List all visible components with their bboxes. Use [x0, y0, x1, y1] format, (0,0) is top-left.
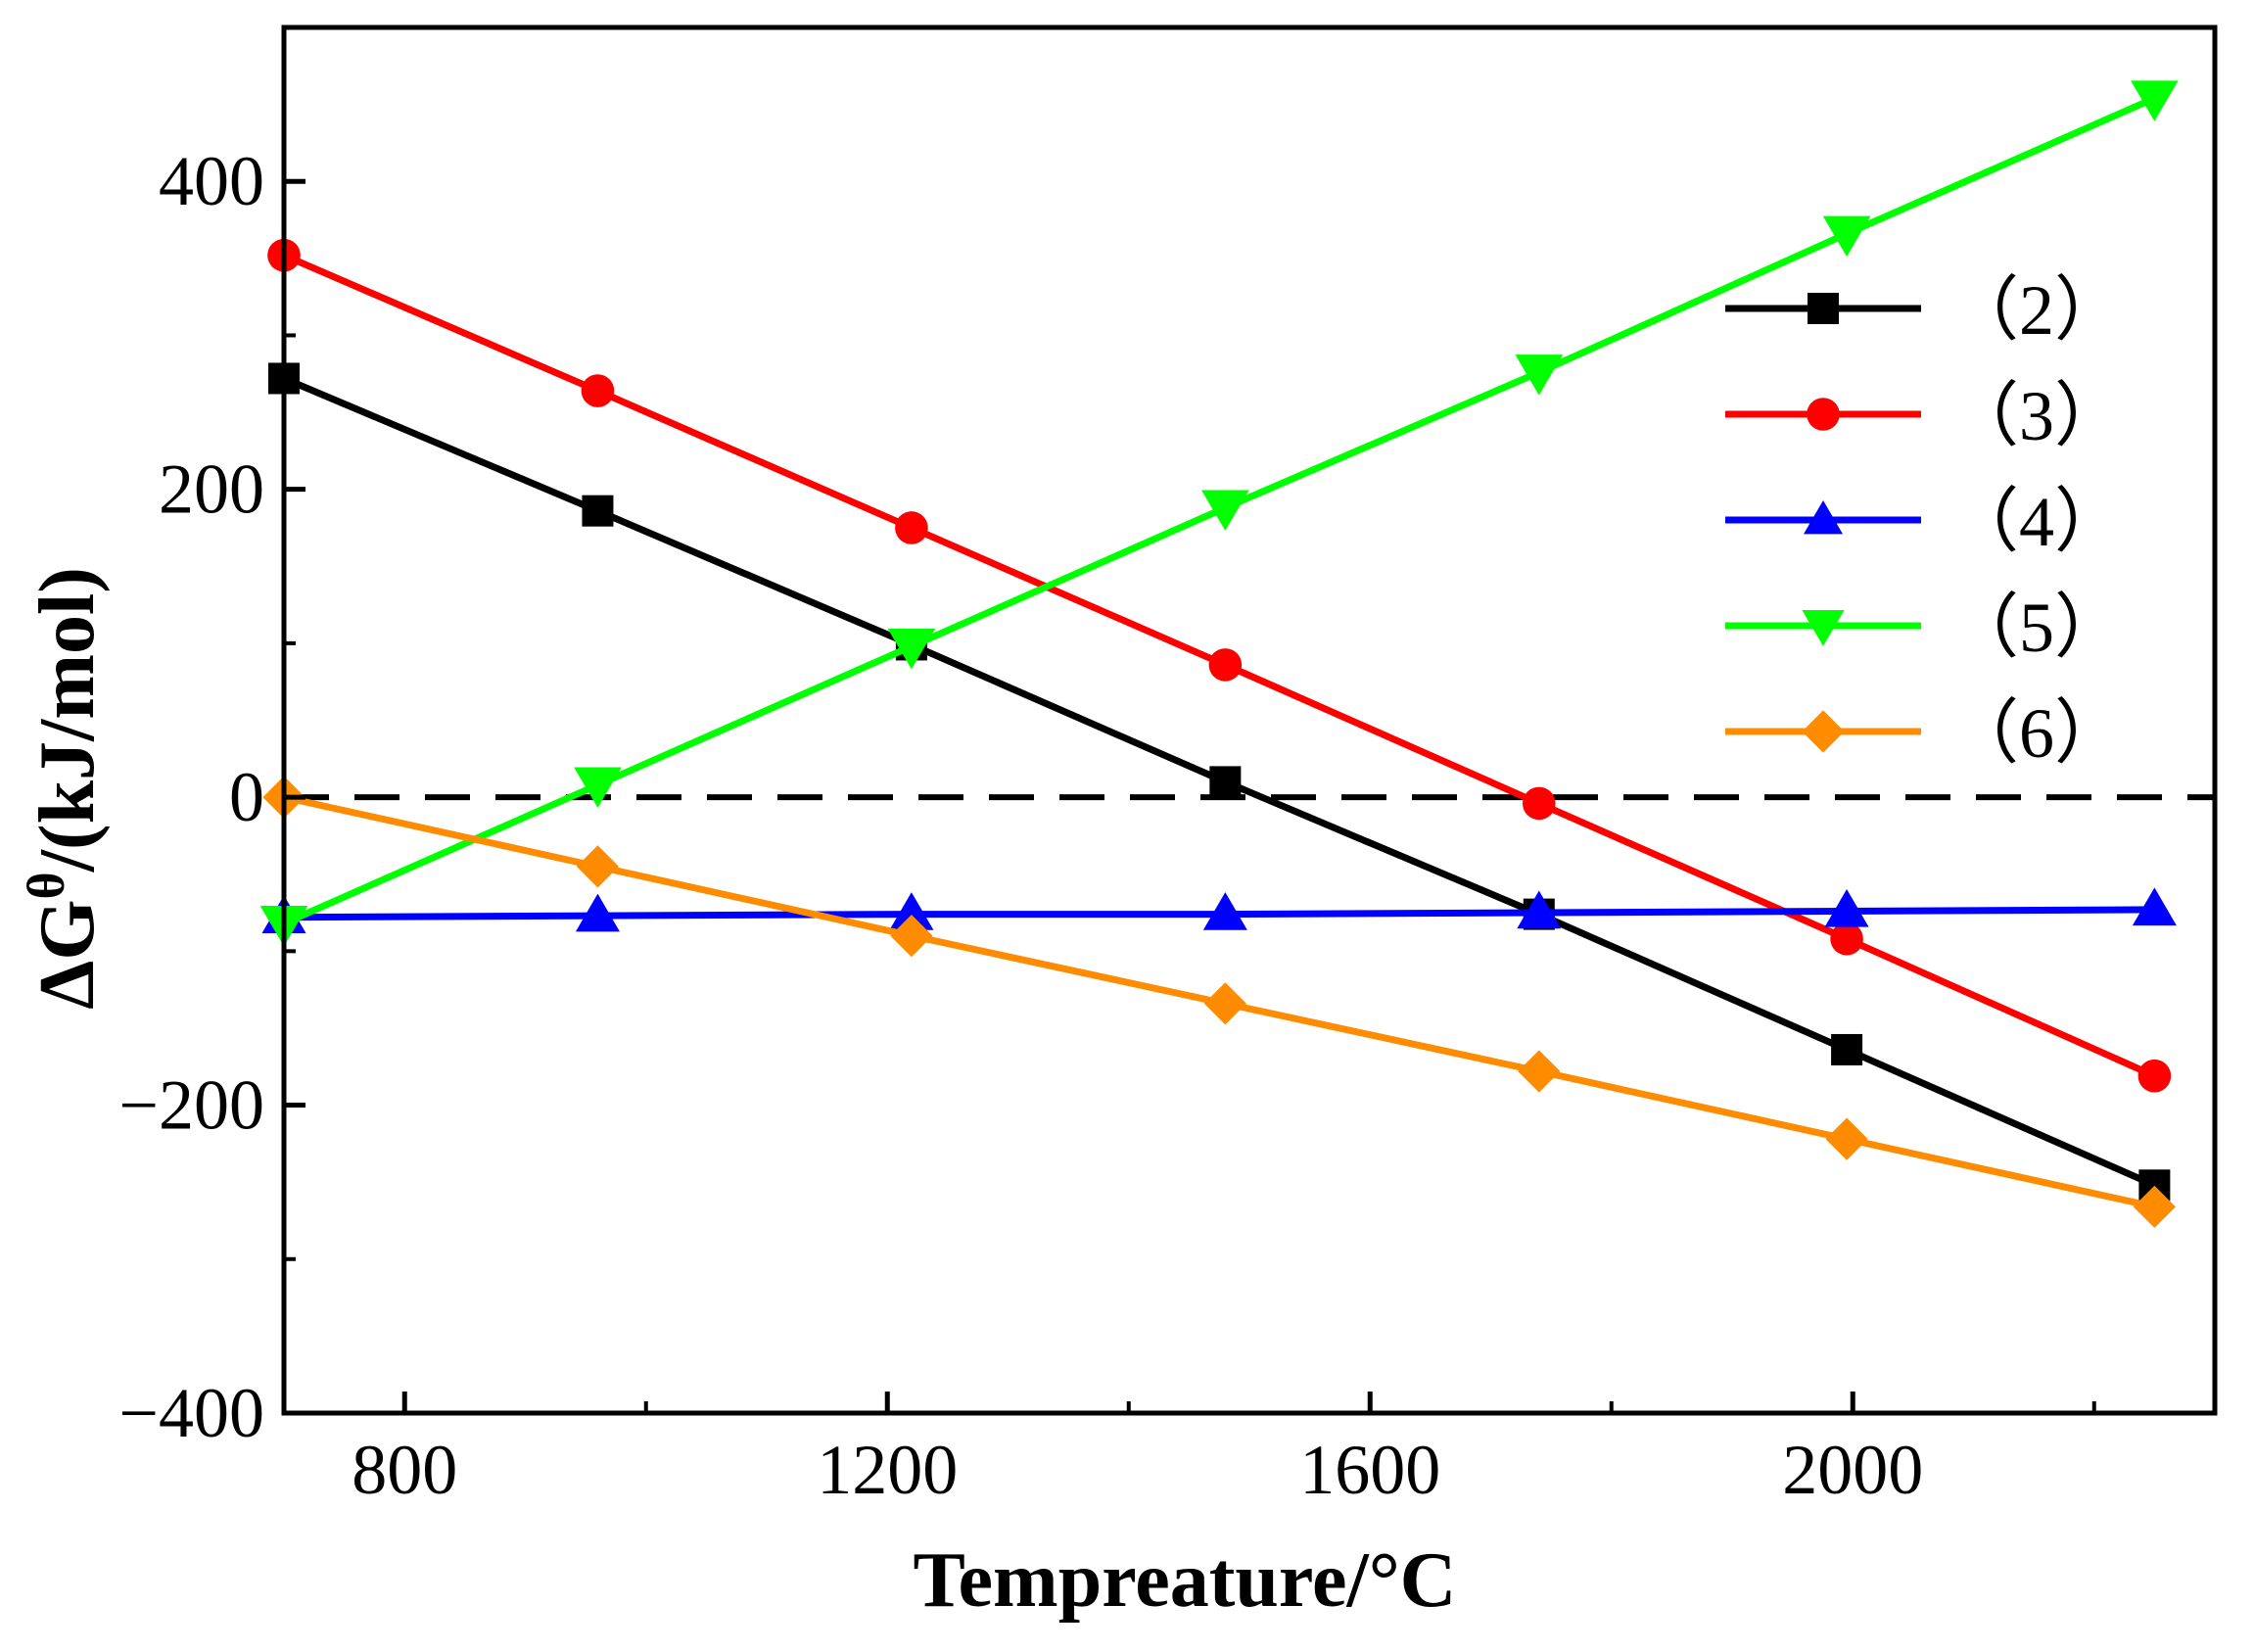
x-axis-title: Tempreature/°C	[914, 1537, 1457, 1624]
data-point	[1202, 892, 1247, 930]
legend-item: （2）	[1725, 271, 2125, 350]
data-point	[1831, 1033, 1863, 1065]
legend-label: （3）	[1949, 377, 2125, 455]
data-point	[581, 374, 615, 407]
y-axis-title-superscript: θ	[17, 872, 75, 899]
data-point	[582, 495, 614, 527]
plot-frame	[281, 24, 2218, 1416]
series-4	[261, 887, 2177, 933]
y-tick-label: −200	[118, 1066, 264, 1145]
data-point	[2132, 887, 2177, 926]
data-point	[2131, 80, 2179, 121]
legend-marker	[1807, 398, 1840, 431]
legend-item: （6）	[1725, 694, 2125, 773]
data-point	[1208, 648, 1243, 682]
data-point	[574, 767, 622, 808]
data-point	[1515, 354, 1564, 396]
legend-marker	[1802, 610, 1845, 646]
series-2	[268, 362, 2171, 1202]
data-point	[1822, 215, 1871, 258]
legend-label: （2）	[1949, 271, 2125, 350]
data-point	[1824, 888, 1869, 927]
y-tick-label: 0	[229, 758, 264, 836]
y-axis-title-main: ΔG	[24, 899, 111, 1009]
axis-layer: 800 1200 1600 2000 −400 −200 0 200 400	[118, 142, 2096, 1509]
data-point	[895, 511, 928, 544]
x-tick-label: 1200	[817, 1431, 958, 1509]
data-point	[1518, 1050, 1561, 1093]
data-point	[575, 893, 620, 932]
data-point	[2137, 1059, 2172, 1093]
data-point	[1523, 786, 1556, 821]
data-point	[889, 892, 934, 930]
legend-item: （3）	[1725, 377, 2125, 455]
data-point	[2133, 1185, 2176, 1228]
y-tick-label: 400	[159, 142, 264, 220]
x-tick-label: 2000	[1782, 1431, 1923, 1509]
data-point	[1830, 921, 1863, 956]
legend-label: （4）	[1949, 483, 2125, 561]
y-tick-label: −400	[118, 1374, 264, 1452]
data-point	[1201, 490, 1249, 531]
data-point	[1209, 766, 1242, 798]
legend-marker	[1804, 500, 1843, 535]
y-axis-title-unit: /(kJ/mol)	[24, 567, 111, 873]
data-point	[887, 629, 936, 670]
data-point	[890, 915, 933, 958]
series-layer	[259, 80, 2179, 1228]
legend-label: （6）	[1949, 694, 2125, 773]
y-axis-title-group: ΔGθ/(kJ/mol)	[17, 567, 111, 1010]
legend: （2） （3） （4） （5） （6）	[1725, 271, 2125, 773]
legend-label: （5）	[1949, 589, 2125, 667]
series-6	[262, 776, 2176, 1228]
series-3	[267, 238, 2172, 1093]
data-point	[576, 845, 620, 888]
y-axis-title: ΔGθ/(kJ/mol)	[17, 567, 111, 1010]
legend-marker	[1808, 293, 1839, 324]
data-point	[1825, 1117, 1868, 1160]
legend-item: （5）	[1725, 589, 2125, 667]
legend-marker	[1802, 710, 1845, 753]
data-point	[1517, 890, 1562, 929]
legend-item: （4）	[1725, 483, 2125, 561]
x-tick-label: 1600	[1299, 1431, 1440, 1509]
series-5	[259, 80, 2179, 947]
data-point	[1203, 982, 1246, 1025]
y-tick-label: 200	[159, 450, 264, 529]
x-tick-label: 800	[352, 1431, 457, 1509]
